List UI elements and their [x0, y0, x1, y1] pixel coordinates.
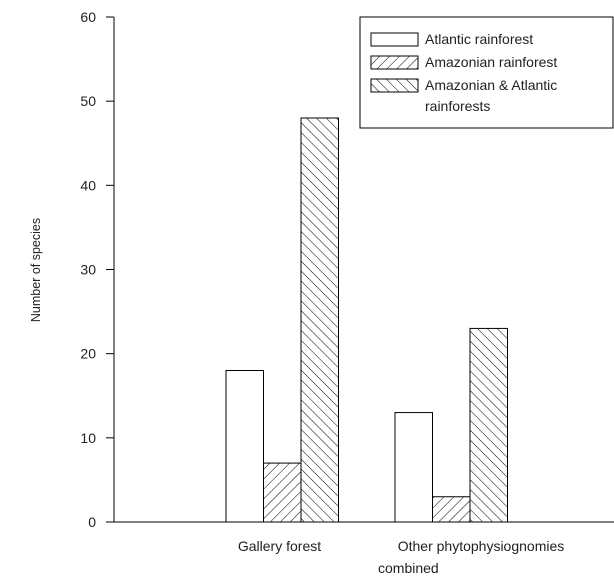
legend: Atlantic rainforest Amazonian rainforest A…: [359, 16, 614, 129]
y-tick-label: 20: [80, 346, 96, 362]
y-tick-label: 40: [80, 177, 96, 193]
bar: [300, 117, 339, 523]
legend-label: rainforests: [425, 98, 490, 114]
y-tick-label: 30: [80, 262, 96, 278]
bar: [469, 327, 508, 523]
legend-label: Amazonian rainforest: [425, 54, 557, 70]
x-category-label: combined: [378, 560, 439, 576]
y-axis-title: Number of species: [29, 218, 43, 322]
legend-label: Amazonian & Atlantic: [425, 77, 557, 93]
x-category-label: Other phytophysiognomies: [398, 538, 565, 554]
bar: [394, 412, 433, 523]
legend-swatch: [370, 32, 419, 47]
labels-group: 0 10 20 30 40 50 60 Number of species Gallery fo…: [29, 9, 564, 576]
y-tick-label: 0: [88, 514, 96, 530]
y-tick-label: 60: [80, 9, 96, 25]
bar: [225, 370, 264, 523]
x-category-label: Gallery forest: [238, 538, 321, 554]
legend-label: Atlantic rainforest: [425, 31, 533, 47]
y-tick-label: 50: [80, 93, 96, 109]
legend-swatch: [370, 78, 419, 93]
axes: [106, 16, 614, 523]
bar: [263, 462, 302, 523]
legend-swatch: [370, 55, 419, 70]
y-tick-label: 10: [80, 430, 96, 446]
bar: [432, 496, 471, 523]
bars-group: [225, 117, 508, 523]
